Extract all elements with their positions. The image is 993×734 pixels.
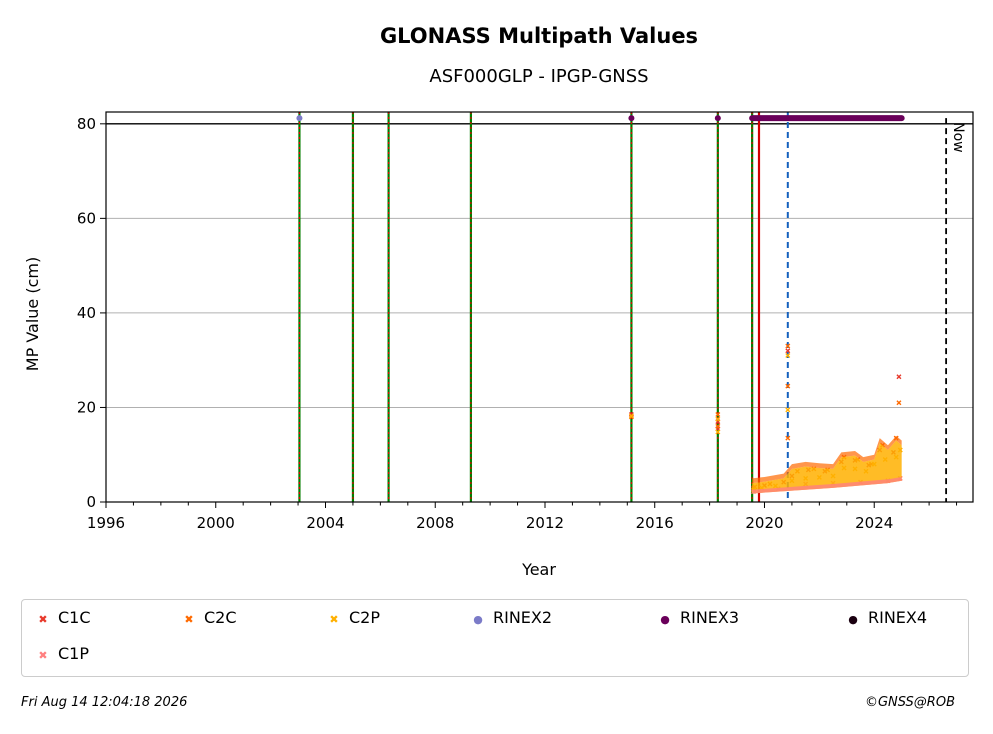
x-tick-label: 2020 — [745, 514, 783, 532]
legend-item-c1c: ✖ C1C — [36, 608, 91, 630]
c1p-density-band — [752, 476, 902, 494]
legend-label: C1P — [58, 644, 89, 663]
data-point — [785, 383, 791, 389]
data-point — [715, 412, 721, 418]
data-point — [715, 416, 721, 422]
legend-item-c2c: ✖ C2C — [182, 608, 237, 630]
y-tick-label: 20 — [77, 398, 96, 416]
data-point — [896, 374, 902, 380]
dot-marker-icon: ● — [473, 613, 483, 626]
y-tick-label: 40 — [77, 304, 96, 322]
data-point — [785, 343, 791, 349]
x-tick-label: 2008 — [416, 514, 454, 532]
axes-frame — [105, 111, 974, 503]
c2c-density-band — [752, 435, 902, 484]
data-point — [785, 352, 791, 358]
x-tick-label: 2004 — [306, 514, 344, 532]
rinex-marker — [714, 115, 721, 122]
legend-item-rinex3: ● RINEX3 — [658, 608, 739, 630]
rinex-marker — [628, 115, 635, 122]
data-point — [715, 423, 721, 429]
legend-item-c2p: ✖ C2P — [327, 608, 380, 630]
x-marker-icon: ✖ — [38, 613, 48, 626]
x-marker-icon: ✖ — [184, 613, 194, 626]
legend-label: RINEX3 — [680, 608, 740, 627]
data-point — [785, 407, 791, 413]
data-point — [785, 435, 791, 441]
x-marker-icon: ✖ — [38, 649, 48, 662]
x-marker-icon: ✖ — [329, 613, 339, 626]
data-point — [785, 348, 791, 354]
dot-marker-icon: ● — [660, 613, 670, 626]
y-tick-label: 80 — [77, 115, 96, 133]
y-tick-label: 0 — [86, 493, 96, 511]
now-label: Now — [950, 122, 966, 152]
legend-label: RINEX2 — [493, 608, 553, 627]
legend-label: C1C — [58, 608, 91, 627]
dot-marker-icon: ● — [848, 613, 858, 626]
x-axis-label: Year — [521, 560, 556, 579]
legend-item-c1p: ✖ C1P — [36, 644, 89, 666]
copyright: ©GNSS@ROB — [864, 695, 955, 710]
rinex-marker — [296, 115, 303, 122]
legend: ✖ C1C ✖ C2C ✖ C2P ● RINEX2 ● RINEX3 ● RINEX4 ✖… — [21, 599, 969, 677]
data-point — [715, 429, 721, 435]
legend-label: C2P — [349, 608, 380, 627]
x-tick-label: 2024 — [855, 514, 893, 532]
data-point — [896, 400, 902, 406]
x-tick-label: 2016 — [636, 514, 674, 532]
x-tick-label: 2000 — [197, 514, 235, 532]
data-point — [628, 413, 634, 419]
legend-item-rinex4: ● RINEX4 — [846, 608, 927, 630]
legend-item-rinex2: ● RINEX2 — [471, 608, 552, 630]
x-tick-label: 1996 — [87, 514, 125, 532]
chart-title: GLONASS Multipath Values — [380, 24, 698, 48]
x-tick-label: 2012 — [526, 514, 564, 532]
timestamp: Fri Aug 14 12:04:18 2026 — [21, 695, 188, 710]
y-axis-label: MP Value (cm) — [23, 257, 42, 371]
chart-subtitle: ASF000GLP - IPGP-GNSS — [429, 66, 648, 87]
legend-label: RINEX4 — [868, 608, 928, 627]
legend-label: C2C — [204, 608, 237, 627]
plot-area: Now 1996 2000 2004 2008 2012 2016 2020 2024 0 20 40… — [77, 111, 974, 532]
c2p-density-band — [752, 440, 902, 494]
y-tick-label: 60 — [77, 209, 96, 227]
